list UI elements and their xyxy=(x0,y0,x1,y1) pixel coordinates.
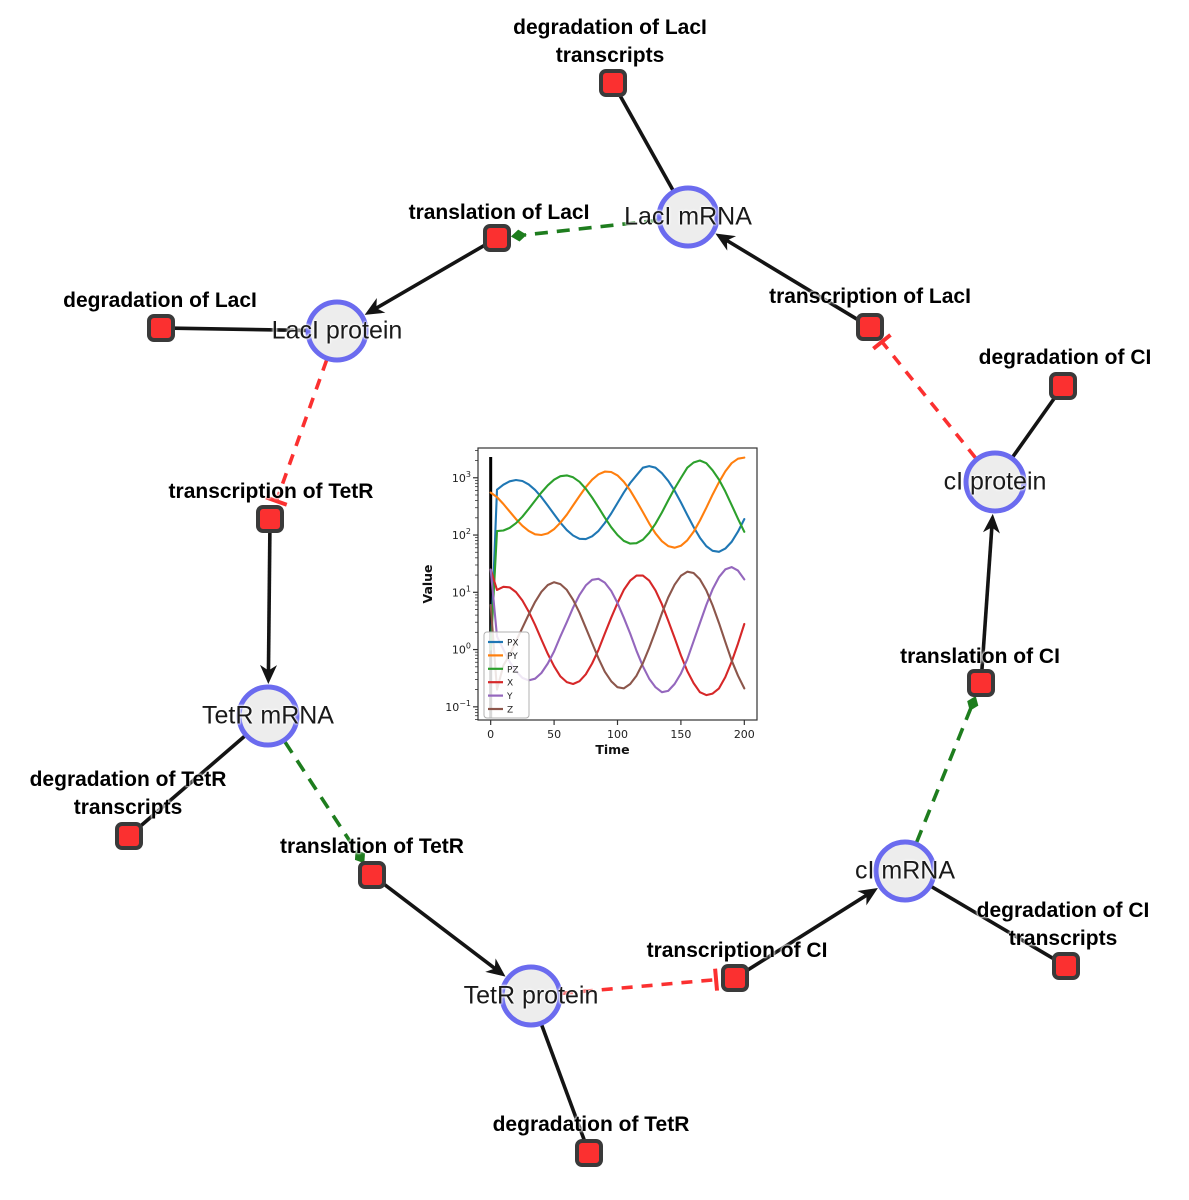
edge-laci_protein-tx_tetr-tee-bar-icon xyxy=(265,495,288,507)
edge-ci_protein-tx_laci-tee-bar-icon xyxy=(872,333,892,351)
series-line-PZ xyxy=(489,459,746,651)
reaction-node-tx_tetr[interactable] xyxy=(256,505,284,533)
reaction-label-degradation-of-laci-transcripts: degradation of LacI transcripts xyxy=(513,16,707,67)
reaction-node-deg_laci_tx[interactable] xyxy=(599,69,627,97)
species-node-tetr_protein[interactable] xyxy=(499,964,563,1028)
reaction-node-tx_ci[interactable] xyxy=(721,964,749,992)
species-label-laci-protein: LacI protein xyxy=(271,316,403,345)
legend-label-PZ: PZ xyxy=(507,665,519,675)
legend-label-PY: PY xyxy=(507,652,518,662)
edge-laci_mrna-transl_laci-diamond-arrowhead-icon xyxy=(510,229,527,242)
reaction-label-transcription-of-laci: transcription of LacI xyxy=(769,285,971,308)
species-node-laci_mrna[interactable] xyxy=(656,185,720,249)
timecourse-chart: 10−1 100 101 102 103 0 50 100 150 200 Time Value PX P… xyxy=(420,447,758,757)
edge-tetr_protein-deg_tetr xyxy=(540,1024,587,1142)
y-axis-label: Value xyxy=(420,564,435,603)
reaction-node-deg_ci[interactable] xyxy=(1049,372,1077,400)
reaction-node-transl_laci[interactable] xyxy=(483,224,511,252)
edge-tetr_protein-tx_ci xyxy=(561,977,717,996)
reaction-label-translation-of-laci: translation of LacI xyxy=(408,201,590,224)
reaction-label-degradation-of-laci: degradation of LacI xyxy=(63,289,257,312)
edge-transl_laci-laci_protein xyxy=(374,242,487,311)
edge-transl_ci-ci_protein-arrowhead-icon xyxy=(982,513,1000,534)
reaction-node-transl_tetr[interactable] xyxy=(358,861,386,889)
species-node-tetr_mrna[interactable] xyxy=(236,684,300,748)
edge-ci_mrna-transl_ci xyxy=(914,708,973,843)
edge-deg_laci_tx-laci_mrna xyxy=(617,93,675,191)
series-line-PY xyxy=(489,456,746,549)
series-line-PX xyxy=(489,465,746,651)
reaction-node-deg_tetr[interactable] xyxy=(575,1139,603,1167)
x-tick-label: 200 xyxy=(734,728,755,741)
reaction-label-degradation-of-ci-transcripts: degradation of CI transcripts xyxy=(976,899,1150,950)
edge-tx_laci-laci_mrna xyxy=(724,238,860,322)
edge-laci_protein-deg_laci xyxy=(173,326,307,333)
reaction-node-transl_ci[interactable] xyxy=(967,669,995,697)
reaction-label-translation-of-tetr: translation of TetR xyxy=(280,835,464,858)
x-tick-label: 50 xyxy=(547,728,561,741)
y-tick-label: 103 xyxy=(452,470,471,485)
y-tick-label: 102 xyxy=(452,527,471,542)
reaction-node-deg_tetr_tx[interactable] xyxy=(115,822,143,850)
edge-transl_tetr-tetr_protein xyxy=(381,881,498,971)
y-tick-label: 100 xyxy=(452,642,471,657)
legend-label-PX: PX xyxy=(507,639,519,649)
reaction-label-transcription-of-ci: transcription of CI xyxy=(646,939,828,962)
edge-tx_tetr-tetr_mrna-arrowhead-icon xyxy=(260,664,278,685)
reaction-node-tx_laci[interactable] xyxy=(856,313,884,341)
edge-tx_laci-laci_mrna-arrowhead-icon xyxy=(715,233,737,251)
edge-ci_mrna-transl_ci-diamond-arrowhead-icon xyxy=(967,695,979,711)
x-tick-label: 0 xyxy=(487,728,494,741)
edge-tx_ci-ci_mrna-arrowhead-icon xyxy=(857,888,878,906)
edge-laci_protein-tx_tetr xyxy=(274,359,329,502)
legend-label-Y: Y xyxy=(506,692,513,702)
x-axis-label: Time xyxy=(595,742,629,757)
edge-tetr_mrna-deg_tetr_tx xyxy=(137,734,246,829)
reaction-label-degradation-of-tetr: degradation of TetR xyxy=(492,1113,690,1136)
species-label-ci-mrna: cI mRNA xyxy=(855,856,955,885)
reaction-label-degradation-of-tetr-transcripts: degradation of TetR transcripts xyxy=(29,768,227,819)
species-node-ci_mrna[interactable] xyxy=(873,839,937,903)
y-tick-label: 101 xyxy=(452,584,471,599)
legend-label-X: X xyxy=(507,679,513,689)
edge-transl_tetr-tetr_protein-arrowhead-icon xyxy=(485,958,506,977)
species-node-ci_protein[interactable] xyxy=(963,450,1027,514)
edge-tx_ci-ci_mrna xyxy=(745,892,869,973)
series-line-Y xyxy=(489,566,746,694)
legend-label-Z: Z xyxy=(507,706,513,716)
edge-ci_protein-tx_laci xyxy=(880,340,977,459)
species-label-laci-mrna: LacI mRNA xyxy=(624,202,752,231)
x-tick-label: 100 xyxy=(607,728,628,741)
edge-ci_protein-deg_ci xyxy=(1011,395,1057,458)
reaction-node-deg_ci_tx[interactable] xyxy=(1052,952,1080,980)
reaction-label-translation-of-ci: translation of CI xyxy=(900,645,1060,668)
reaction-node-deg_laci[interactable] xyxy=(147,314,175,342)
species-label-tetr-mrna: TetR mRNA xyxy=(202,701,334,730)
edge-tx_tetr-tetr_mrna xyxy=(266,531,272,673)
edge-ci_mrna-deg_ci_tx xyxy=(930,885,1056,961)
edge-tetr_mrna-transl_tetr-diamond-arrowhead-icon xyxy=(354,849,365,864)
edge-laci_mrna-transl_laci xyxy=(524,218,658,237)
x-tick-label: 150 xyxy=(670,728,691,741)
edge-tetr_protein-tx_ci-tee-bar-icon xyxy=(713,968,720,991)
series-line-Z xyxy=(489,570,746,691)
species-label-tetr-protein: TetR protein xyxy=(463,981,599,1010)
reaction-label-degradation-of-ci: degradation of CI xyxy=(978,346,1152,369)
edge-transl_laci-laci_protein-arrowhead-icon xyxy=(364,298,386,315)
species-label-ci-protein: cI protein xyxy=(943,467,1047,496)
edge-transl_ci-ci_protein xyxy=(980,525,994,671)
reaction-label-transcription-of-tetr: transcription of TetR xyxy=(168,480,374,503)
species-node-laci_protein[interactable] xyxy=(305,299,369,363)
y-tick-label: 10−1 xyxy=(445,699,471,714)
